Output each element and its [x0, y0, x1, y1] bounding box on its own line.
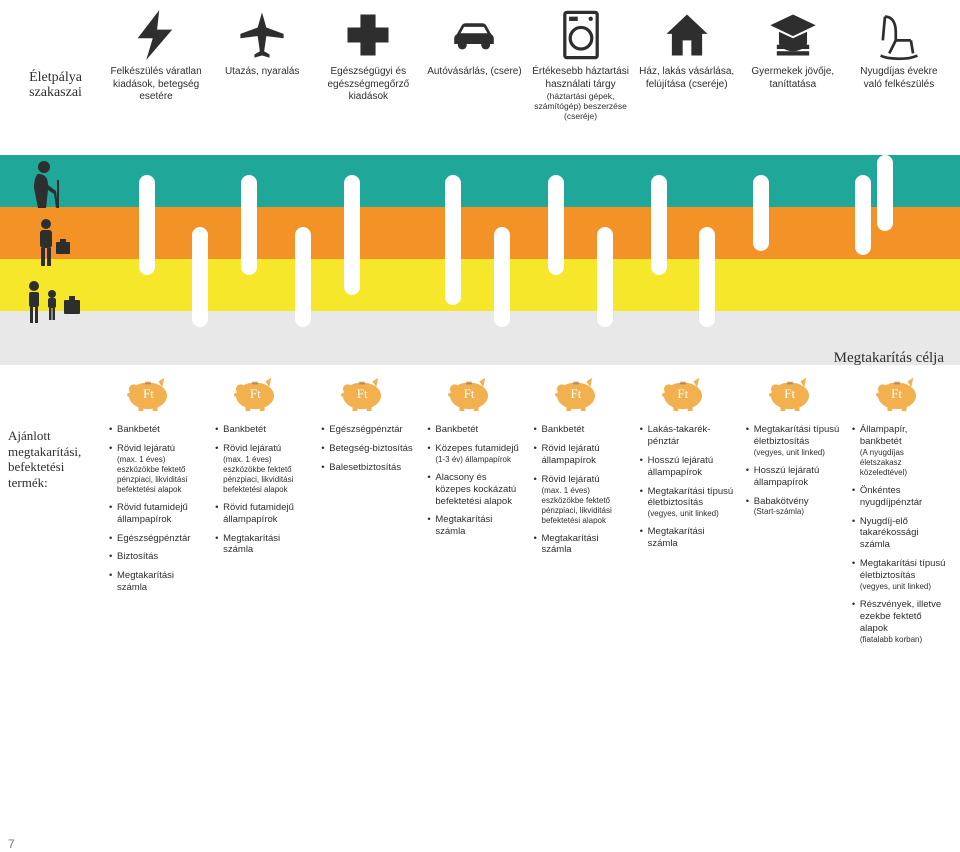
product-item: Bankbetét [427, 424, 521, 436]
piggy-bank: Ft [736, 372, 843, 412]
stage-col-travel: Utazás, nyaralás [209, 6, 315, 155]
product-item: Megtakarítási számla [215, 533, 309, 557]
product-item: Bankbetét [534, 424, 628, 436]
piggy-bank-row: FtFtFtFtFtFtFtFt [95, 372, 950, 412]
product-column: Bankbetét Közepes futamidejű(1-3 év) álla… [421, 424, 527, 652]
graduation-icon [766, 6, 820, 64]
car-icon [447, 6, 501, 64]
product-item: Önkéntes nyugdíjpénztár [852, 485, 946, 509]
life-stage-header: Életpálya szakaszai Felkészülés váratlan… [0, 0, 960, 155]
product-item: Lakás-takarék-pénztár [640, 424, 734, 448]
product-item: Bankbetét [215, 424, 309, 436]
piggy-bank: Ft [202, 372, 309, 412]
product-column: Állampapír, bankbetét(A nyugdíjas életsz… [846, 424, 952, 652]
product-item: Alacsony és közepes kockázatú befektetés… [427, 472, 521, 508]
stage-col-appliance: Értékesebb háztartási használati tárgy (… [528, 6, 634, 155]
product-item: Rövid lejáratú(max. 1 éves) eszközökbe f… [109, 443, 203, 495]
product-item: Megtakarítási számla [427, 514, 521, 538]
stage-col-health: Egészségügyi és egészségmegőrző kiadások [315, 6, 421, 155]
savings-goal-label: Megtakarítás célja [834, 350, 944, 367]
product-column: Egészségpénztár Betegség-biztosítás Balese… [315, 424, 421, 652]
piggy-bank: Ft [95, 372, 202, 412]
piggy-bank: Ft [416, 372, 523, 412]
lightning-icon [129, 6, 183, 64]
product-item: Közepes futamidejű(1-3 év) állampapírok [427, 443, 521, 465]
page-number: 7 [8, 837, 15, 851]
stage-col-emergency: Felkészülés váratlan kiadások, betegség … [103, 6, 209, 155]
family-icon [22, 280, 92, 326]
product-item: Betegség-biztosítás [321, 443, 415, 455]
band-grey [0, 311, 960, 365]
product-item: Rövid lejáratú(max. 1 éves) eszközökbe f… [534, 474, 628, 526]
stage-col-retirement: Nyugdíjas évekre való felkészülés [846, 6, 952, 155]
recommended-label: Ajánlott megtakarítási, befektetési term… [8, 424, 103, 652]
piggy-bank: Ft [843, 372, 950, 412]
product-item: Balesetbiztosítás [321, 462, 415, 474]
product-item: Egészségpénztár [109, 533, 203, 545]
product-column: Lakás-takarék-pénztár Hosszú lejáratú áll… [634, 424, 740, 652]
product-item: Babakötvény(Start-számla) [746, 496, 840, 518]
band-teal [0, 155, 960, 207]
product-item: Rövid futamidejű állampapírok [215, 502, 309, 526]
product-item: Rövid futamidejű állampapírok [109, 502, 203, 526]
product-column: Bankbetét Rövid lejáratú állampapírok Rövi… [528, 424, 634, 652]
product-item: Megtakarítási típusú életbiztosítás(vegy… [852, 558, 946, 592]
stage-col-house: Ház, lakás vásárlása, felújítása (cseréj… [634, 6, 740, 155]
product-item: Megtakarítási típusú életbiztosítás(vegy… [640, 486, 734, 520]
product-item: Megtakarítási számla [534, 533, 628, 557]
rocking-chair-icon [872, 6, 926, 64]
old-person-icon [28, 160, 64, 210]
persona-icons [22, 160, 87, 360]
product-item: Megtakarítási típusú életbiztosítás(vegy… [746, 424, 840, 458]
product-item: Hosszú lejáratú állampapírok [640, 455, 734, 479]
house-icon [660, 6, 714, 64]
piggy-bank: Ft [309, 372, 416, 412]
airplane-icon [235, 6, 289, 64]
band-yellow [0, 259, 960, 311]
stage-axis-label: Életpálya szakaszai [8, 6, 103, 155]
product-column: Bankbetét Rövid lejáratú(max. 1 éves) esz… [209, 424, 315, 652]
product-item: Biztosítás [109, 551, 203, 563]
stage-col-children: Gyermekek jövője, taníttatása [740, 6, 846, 155]
product-item: Nyugdíj-elő takarékossági számla [852, 516, 946, 552]
medical-cross-icon [341, 6, 395, 64]
piggy-bank: Ft [523, 372, 630, 412]
product-item: Rövid lejáratú állampapírok [534, 443, 628, 467]
product-item: Megtakarítási számla [640, 526, 734, 550]
product-column: Bankbetét Rövid lejáratú(max. 1 éves) esz… [103, 424, 209, 652]
timeline-bands [0, 155, 960, 365]
piggy-bank: Ft [629, 372, 736, 412]
product-item: Hosszú lejáratú állampapírok [746, 465, 840, 489]
product-item: Egészségpénztár [321, 424, 415, 436]
product-item: Rövid lejáratú(max. 1 éves) eszközökbe f… [215, 443, 309, 495]
product-item: Bankbetét [109, 424, 203, 436]
product-column: Megtakarítási típusú életbiztosítás(vegy… [740, 424, 846, 652]
recommended-products: Ajánlott megtakarítási, befektetési term… [0, 420, 960, 652]
traveler-icon [26, 218, 76, 268]
stage-col-car: Autóvásárlás, (csere) [421, 6, 527, 155]
product-item: Állampapír, bankbetét(A nyugdíjas életsz… [852, 424, 946, 478]
washing-machine-icon [554, 6, 608, 64]
product-item: Megtakarítási számla [109, 570, 203, 594]
product-item: Részvények, illetve ezekbe fektető alapo… [852, 599, 946, 645]
band-orange [0, 207, 960, 259]
